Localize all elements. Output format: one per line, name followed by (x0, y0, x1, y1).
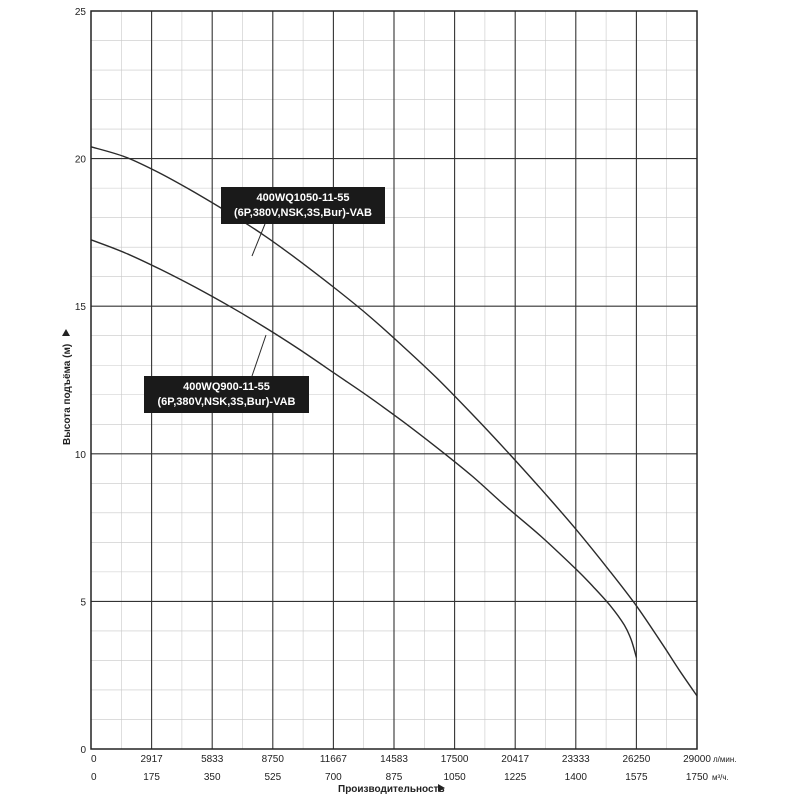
x-tick-label-bottom: 0 (91, 772, 97, 783)
x-tick-label-top: 17500 (441, 754, 469, 765)
y-tick-label: 15 (75, 302, 87, 313)
series-label-leader (251, 223, 266, 257)
x-tick-label-top: 5833 (201, 754, 224, 765)
x-tick-label-top: 20417 (501, 754, 529, 765)
y-tick-label: 25 (75, 7, 87, 18)
series-line-1 (90, 146, 698, 697)
series-line-2 (90, 239, 638, 658)
x-tick-label-bottom: 1575 (625, 772, 648, 783)
x-tick-label-top: 2917 (140, 754, 163, 765)
y-tick-label: 10 (75, 450, 87, 461)
x-tick-label-top: 8750 (262, 754, 285, 765)
x-tick-label-bottom: 700 (325, 772, 342, 783)
series-label-box (221, 187, 385, 224)
series-label-leader (251, 334, 267, 377)
x-tick-label-bottom: 1050 (443, 772, 466, 783)
curves (90, 146, 698, 697)
x-tick-label-bottom: 175 (143, 772, 160, 783)
x-tick-label-bottom: 1750 (686, 772, 709, 783)
x-tick-label-top: 14583 (380, 754, 408, 765)
x-axis-title: Производительность (338, 784, 445, 795)
y-axis-arrow-icon (62, 329, 70, 336)
x-tick-label-bottom: 350 (204, 772, 221, 783)
x-tick-label-top: 23333 (562, 754, 590, 765)
plot-border (90, 10, 698, 750)
x-axis-arrow-icon (438, 784, 445, 792)
x-tick-label-top: 11667 (320, 754, 348, 765)
series-label-text: (6P,380V,NSK,3S,Bur)-VAB (234, 207, 372, 219)
y-axis-title: Высота подъёма (м) (62, 344, 73, 445)
x-tick-label-top: 0 (91, 754, 97, 765)
x-unit-bottom: м³/ч. (712, 773, 729, 782)
x-tick-label-bottom: 875 (386, 772, 403, 783)
series-label-box (144, 376, 309, 413)
series-label-text: 400WQ1050-11-55 (257, 192, 350, 204)
x-unit-top: л/мин. (713, 755, 737, 764)
x-tick-label-bottom: 525 (264, 772, 281, 783)
y-tick-label: 5 (80, 597, 86, 608)
x-tick-label-top: 29000 (683, 754, 711, 765)
y-tick-label: 20 (75, 155, 87, 166)
series-label-text: (6P,380V,NSK,3S,Bur)-VAB (158, 396, 296, 408)
plot-frame (90, 10, 698, 750)
series-label-text: 400WQ900-11-55 (183, 381, 270, 393)
x-tick-label-bottom: 1400 (565, 772, 588, 783)
annotations: 400WQ1050-11-55 (6P,380V,NSK,3S,Bur)-VAB 4… (144, 187, 385, 413)
x-tick-label-top: 26250 (622, 754, 650, 765)
x-tick-label-bottom: 1225 (504, 772, 527, 783)
y-tick-label: 0 (80, 745, 86, 756)
